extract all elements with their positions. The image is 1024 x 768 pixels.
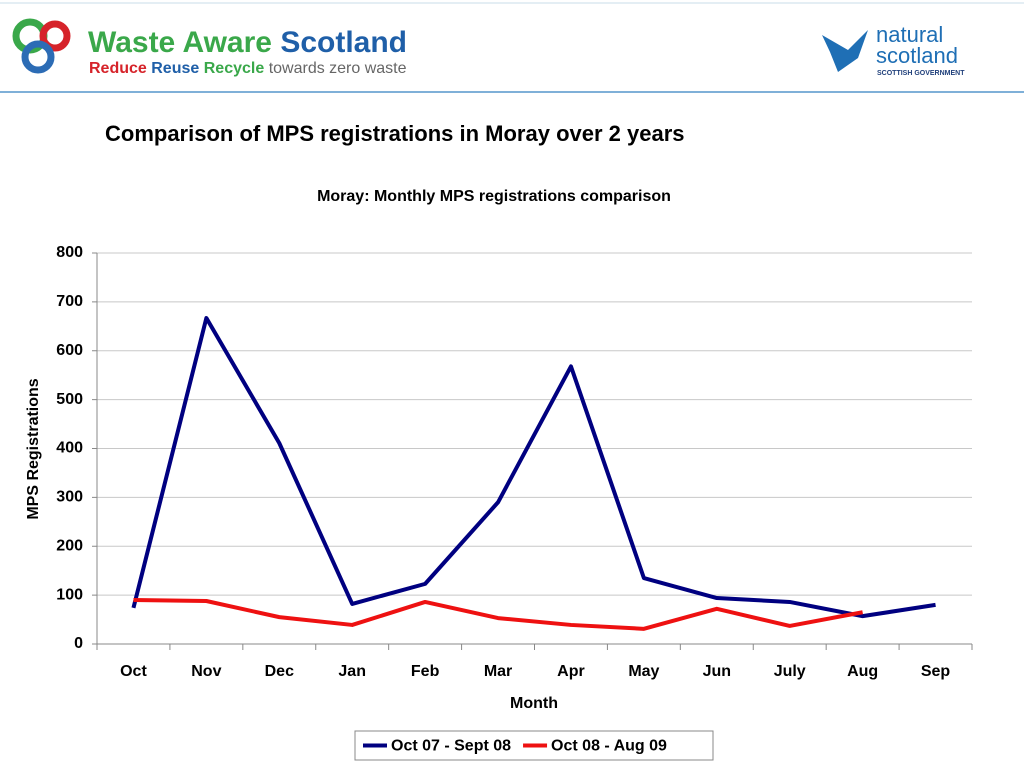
brand-main: Waste Aware xyxy=(88,26,272,59)
y-tick-label: 0 xyxy=(74,635,83,652)
tagline: Reduce Reuse Recycle towards zero waste xyxy=(89,60,407,77)
y-tick-label: 200 xyxy=(56,537,83,554)
chart-title: Moray: Monthly MPS registrations compari… xyxy=(317,188,671,205)
partner-line-3: SCOTTISH GOVERNMENT xyxy=(877,70,965,77)
x-tick-label: Feb xyxy=(411,663,440,680)
brand: Waste Aware Scotland xyxy=(88,26,407,59)
legend-label: Oct 08 - Aug 09 xyxy=(551,738,667,755)
partner-icon xyxy=(822,30,868,72)
x-tick-label: Dec xyxy=(265,663,294,680)
y-tick-label: 600 xyxy=(56,342,83,359)
y-tick-label: 400 xyxy=(56,440,83,457)
y-tick-label: 300 xyxy=(56,489,83,506)
x-axis-label: Month xyxy=(510,695,558,712)
x-tick-label: Mar xyxy=(484,663,512,680)
x-tick-label: Aug xyxy=(847,663,878,680)
y-tick-label: 100 xyxy=(56,586,83,603)
series-line xyxy=(131,316,936,619)
tag-reduce: Reduce xyxy=(89,60,147,77)
y-tick-label: 700 xyxy=(56,293,83,310)
legend-label: Oct 07 - Sept 08 xyxy=(391,738,511,755)
y-tick-label: 800 xyxy=(56,244,83,261)
x-tick-label: Jun xyxy=(703,663,731,680)
y-axis-label: MPS Registrations xyxy=(25,378,42,519)
logo-icon xyxy=(12,18,71,74)
slide-title: Comparison of MPS registrations in Moray… xyxy=(105,121,685,146)
series-line xyxy=(133,598,863,631)
tag-rest: towards zero waste xyxy=(269,60,407,77)
tag-reuse: Reuse xyxy=(151,60,199,77)
x-tick-label: May xyxy=(628,663,659,680)
x-tick-label: Sep xyxy=(921,663,951,680)
x-tick-label: Nov xyxy=(191,663,221,680)
tag-recycle: Recycle xyxy=(204,60,265,77)
partner-line-2: scotland xyxy=(876,43,958,68)
x-tick-label: Oct xyxy=(120,663,147,680)
brand-place: Scotland xyxy=(280,26,407,59)
x-tick-label: Jan xyxy=(338,663,366,680)
y-tick-label: 500 xyxy=(56,391,83,408)
partner-line-1: natural xyxy=(876,22,943,47)
x-tick-label: Apr xyxy=(557,663,585,680)
x-tick-label: July xyxy=(774,663,806,680)
